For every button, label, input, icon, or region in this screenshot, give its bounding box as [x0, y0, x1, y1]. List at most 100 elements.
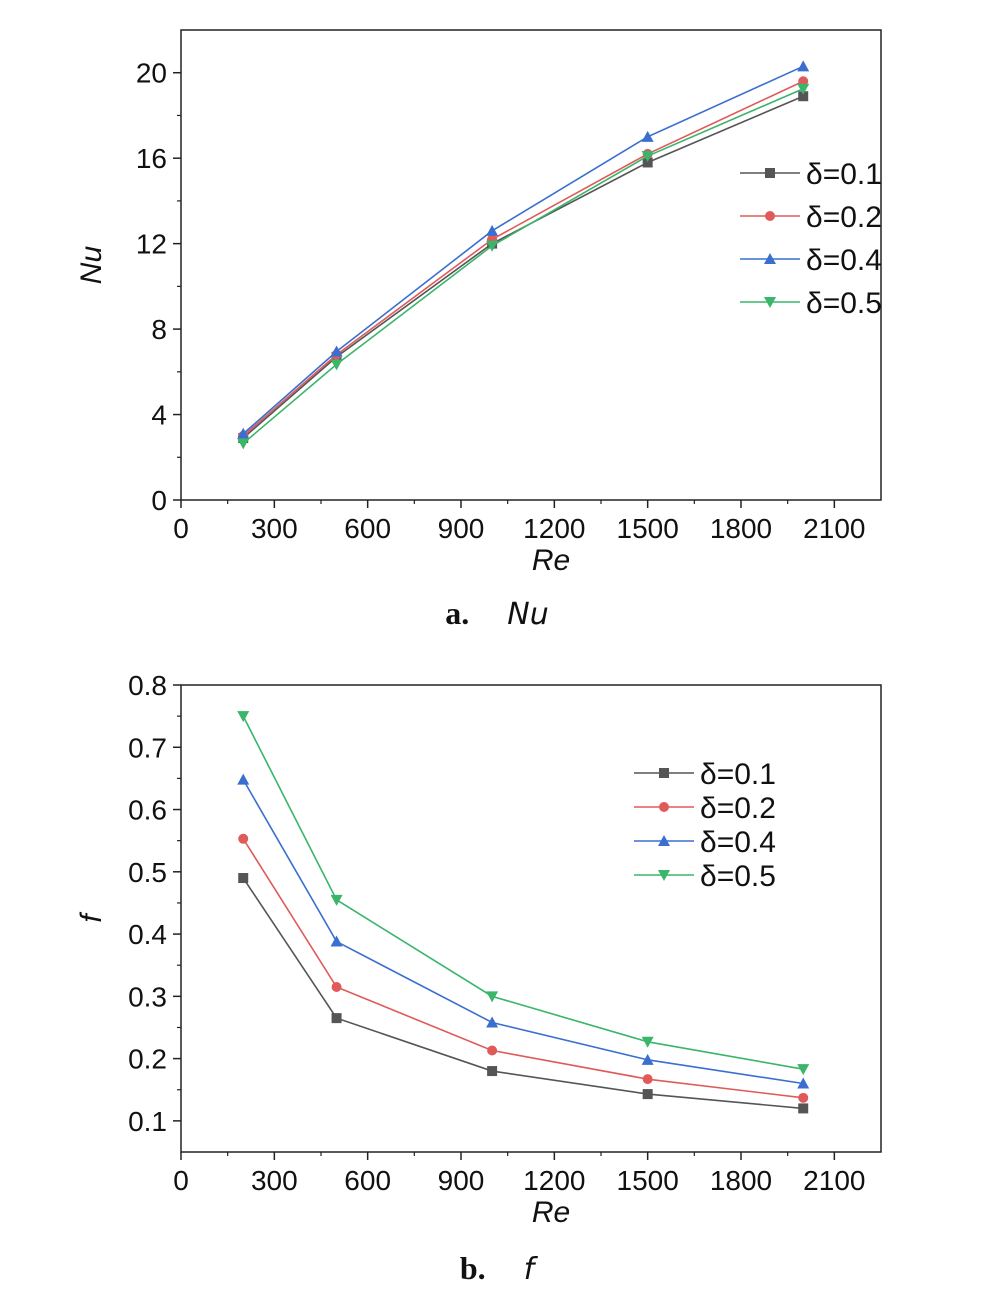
chart0-legend-label-3: δ=0.5 — [806, 287, 882, 320]
chart1-series-1-point-3 — [642, 1074, 653, 1085]
chart0-xtick-label-1: 300 — [251, 513, 298, 544]
chart0-xtick-label-6: 1800 — [710, 513, 772, 544]
chart1-series-2-point-1 — [330, 935, 343, 947]
chart1-legend-marker-1 — [659, 802, 669, 812]
chart1-ylabel: f — [75, 912, 108, 923]
chart1-legend-item-2: δ=0.4 — [634, 826, 776, 859]
chart0-series-2-point-4 — [797, 60, 810, 72]
chart1-legend-item-0: δ=0.1 — [634, 758, 776, 791]
chart1-ytick-label-1: 0.2 — [128, 1044, 167, 1075]
chart0-ytick-label-4: 16 — [136, 143, 167, 174]
chart0-legend-label-2: δ=0.4 — [806, 244, 882, 277]
chart-panel-f: 0 300 600 900 1200 1500 1800 2100 0.1 0.2 0.3 0.4 0.… — [0, 660, 994, 1308]
chart1-ytick-label-0: 0.1 — [128, 1106, 167, 1137]
chart1-xtick-label-4: 1200 — [523, 1165, 585, 1196]
chart1-series-3-point-0 — [237, 711, 250, 723]
chart0-ylabel: Nu — [75, 246, 108, 285]
chart1-series-3-point-2 — [486, 991, 499, 1003]
chart1-xtick-label-3: 900 — [438, 1165, 485, 1196]
chart1-series-0-point-3 — [642, 1089, 653, 1100]
chart1-xtick-label-2: 600 — [344, 1165, 391, 1196]
chart0-series-0-point-3 — [642, 157, 653, 168]
nu-vs-re-chart: 0 300 600 900 1200 1500 1800 2100 0 4 8 12 16 20 Re Nu δ… — [75, 29, 882, 577]
chart1-legend-item-3: δ=0.5 — [634, 860, 776, 893]
chart1-series-1-point-2 — [487, 1045, 498, 1056]
chart0-series-0-point-4 — [798, 91, 809, 102]
chart1-xtick-label-5: 1500 — [617, 1165, 679, 1196]
chart0-xtick-label-3: 900 — [438, 513, 485, 544]
chart0-series-3-point-4 — [797, 83, 810, 95]
chart0-ytick-label-3: 12 — [136, 229, 167, 260]
chart0-legend-label-1: δ=0.2 — [806, 201, 882, 234]
caption-b-text: f — [523, 1252, 535, 1287]
chart0-xtick-label-7: 2100 — [803, 513, 865, 544]
chart0-legend-item-2: δ=0.4 — [740, 244, 882, 277]
chart0-ytick-label-0: 0 — [151, 485, 167, 516]
chart1-series-0-line — [242, 877, 804, 1110]
chart0-series-2-point-0 — [237, 427, 250, 439]
chart1-series-1-point-4 — [798, 1092, 809, 1103]
chart1-xtick-label-6: 1800 — [710, 1165, 772, 1196]
chart1-xtick-label-0: 0 — [173, 1165, 189, 1196]
chart0-ytick-label-2: 8 — [151, 314, 167, 345]
chart1-ytick-label-5: 0.6 — [128, 795, 167, 826]
chart1-series-1 — [238, 833, 809, 1103]
chart0-ytick-label-5: 20 — [136, 58, 167, 89]
chart0-series-2-point-1 — [330, 345, 343, 357]
chart1-legend-label-1: δ=0.2 — [700, 792, 776, 825]
chart0-legend-item-1: δ=0.2 — [740, 201, 882, 234]
chart1-series-0-point-2 — [487, 1066, 498, 1077]
caption-a-text: Nu — [507, 597, 549, 632]
chart0-legend-item-3: δ=0.5 — [740, 287, 882, 320]
chart0-legend-marker-0 — [765, 168, 775, 178]
chart0-xtick-label-2: 600 — [344, 513, 391, 544]
chart0-series-2-point-2 — [486, 224, 499, 236]
chart1-series-3-point-1 — [330, 894, 343, 906]
caption-a-letter: a. — [445, 595, 470, 631]
chart1-series-1-point-1 — [331, 981, 342, 992]
chart0-series-3-point-2 — [486, 240, 499, 252]
caption-b: b. f — [0, 1250, 994, 1287]
chart0-legend-label-0: δ=0.1 — [806, 158, 882, 191]
chart1-ytick-label-3: 0.4 — [128, 919, 167, 950]
caption-a: a. Nu — [0, 595, 994, 632]
chart0-ytick-label-1: 4 — [151, 400, 167, 431]
chart1-series-2-point-2 — [486, 1016, 499, 1028]
chart0-series-3-point-0 — [237, 438, 250, 450]
chart1-ytick-label-4: 0.5 — [128, 857, 167, 888]
chart1-series-3 — [237, 711, 810, 1076]
chart0-series-2-line — [242, 65, 804, 435]
chart-panel-nu: 0 300 600 900 1200 1500 1800 2100 0 4 8 12 16 20 Re Nu δ… — [0, 29, 994, 632]
chart0-series-3-point-3 — [641, 151, 654, 163]
chart1-legend-item-1: δ=0.2 — [634, 792, 776, 825]
chart1-ytick-label-6: 0.7 — [128, 732, 167, 763]
chart0-legend-marker-3 — [764, 297, 776, 308]
chart0-legend-marker-2 — [764, 253, 776, 264]
chart1-legend-marker-2 — [658, 835, 670, 846]
f-vs-re-chart: 0 300 600 900 1200 1500 1800 2100 0.1 0.2 0.3 0.4 0.… — [75, 670, 882, 1229]
chart1-series-2-point-0 — [237, 773, 250, 785]
chart1-plot-frame — [180, 684, 882, 1153]
chart1-legend-label-2: δ=0.4 — [700, 826, 776, 859]
chart0-series-3-line — [242, 88, 804, 444]
chart0-series-1-line — [242, 80, 804, 437]
chart1-series-1-point-0 — [238, 833, 249, 844]
chart1-legend-marker-0 — [659, 768, 669, 778]
chart1-series-0-point-0 — [238, 873, 249, 884]
chart1-series-2-point-4 — [797, 1077, 810, 1089]
chart0-series-0 — [238, 91, 809, 444]
chart0-series-3 — [237, 83, 810, 450]
chart1-series-0-point-4 — [798, 1103, 809, 1114]
chart0-xlabel: Re — [532, 544, 570, 577]
chart1-series-3-point-3 — [641, 1036, 654, 1048]
chart0-series-0-line — [242, 95, 804, 439]
chart1-legend-label-3: δ=0.5 — [700, 860, 776, 893]
chart1-xtick-label-7: 2100 — [803, 1165, 865, 1196]
chart1-series-2 — [237, 773, 810, 1089]
chart1-legend-marker-3 — [658, 870, 670, 881]
chart1-series-0-point-1 — [331, 1013, 342, 1024]
chart1-series-2-point-3 — [641, 1053, 654, 1065]
chart0-legend-marker-1 — [765, 211, 775, 221]
chart0-series-2 — [237, 60, 810, 439]
chart0-series-3-point-1 — [330, 359, 343, 371]
